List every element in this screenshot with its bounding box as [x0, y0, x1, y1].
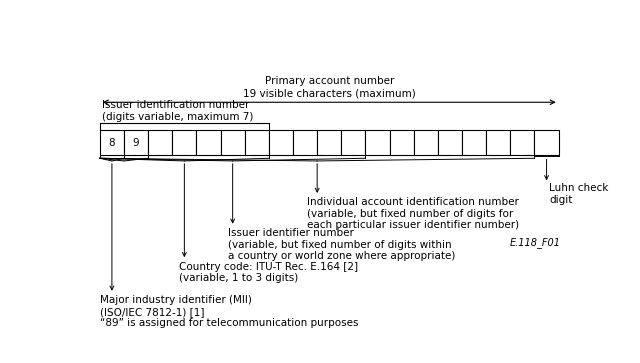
Bar	[534, 130, 559, 155]
Text: E.118_F01: E.118_F01	[510, 237, 561, 248]
Bar	[462, 130, 486, 155]
Bar	[196, 130, 221, 155]
Text: Primary account number
19 visible characters (maximum): Primary account number 19 visible charac…	[243, 77, 415, 98]
Bar	[100, 130, 124, 155]
Bar	[293, 130, 317, 155]
Bar	[124, 130, 148, 155]
Bar	[413, 130, 438, 155]
Text: Individual account identification number
(variable, but fixed number of digits f: Individual account identification number…	[307, 197, 520, 231]
Bar	[486, 130, 510, 155]
Text: 9: 9	[132, 138, 140, 148]
Bar	[244, 130, 269, 155]
Bar	[317, 130, 341, 155]
Bar	[269, 130, 293, 155]
Bar	[390, 130, 413, 155]
Bar	[172, 130, 196, 155]
Bar	[221, 130, 244, 155]
Bar	[438, 130, 462, 155]
Text: Issuer identification number
(digits variable, maximum 7): Issuer identification number (digits var…	[102, 100, 253, 122]
Text: Major industry identifier (MII)
(ISO/IEC 7812-1) [1]
“89” is assigned for teleco: Major industry identifier (MII) (ISO/IEC…	[100, 295, 358, 328]
Text: Country code: ITU-T Rec. E.164 [2]
(variable, 1 to 3 digits): Country code: ITU-T Rec. E.164 [2] (vari…	[179, 262, 358, 283]
Text: Luhn check
digit: Luhn check digit	[549, 183, 609, 205]
Bar	[341, 130, 365, 155]
Bar	[510, 130, 534, 155]
Bar	[365, 130, 390, 155]
Text: Issuer identifier number
(variable, but fixed number of digits within
a country : Issuer identifier number (variable, but …	[228, 228, 455, 261]
Bar	[148, 130, 172, 155]
Text: 8: 8	[109, 138, 115, 148]
